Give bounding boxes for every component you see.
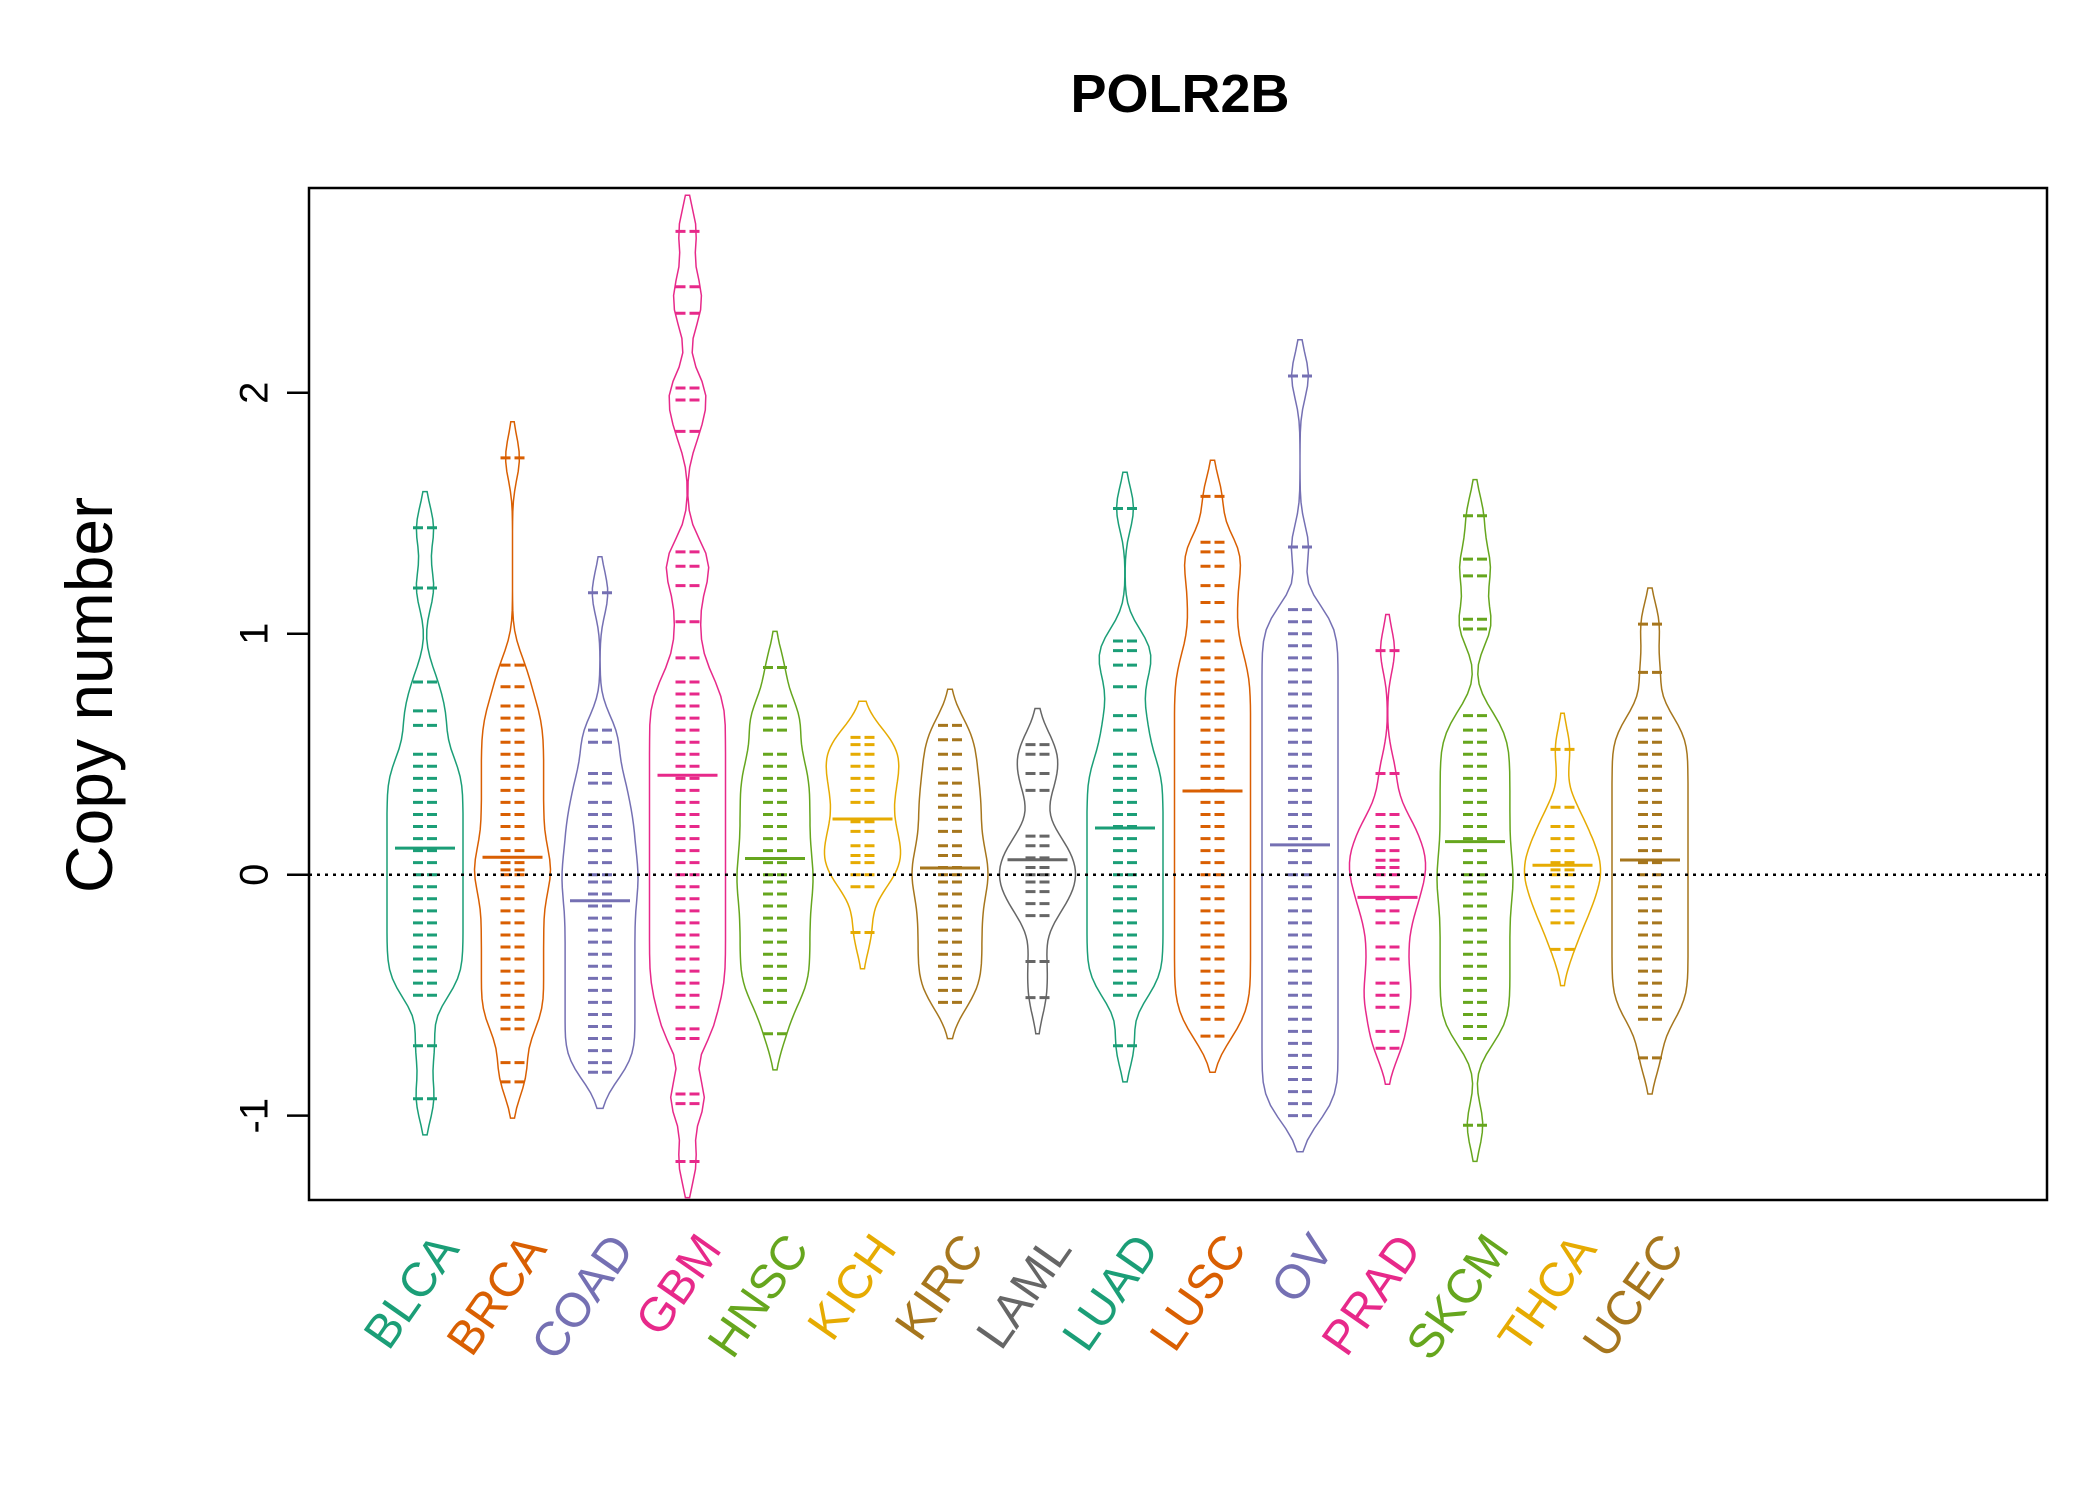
bean-prad [1348, 613, 1427, 1086]
bean-luad [1086, 471, 1164, 1083]
bean-lusc [1173, 459, 1252, 1074]
y-tick-label: 2 [233, 382, 277, 404]
bean-outline [1173, 459, 1252, 1074]
bean-outline [1436, 478, 1514, 1163]
bean-outline [561, 555, 639, 1110]
bean-outline [736, 630, 814, 1071]
y-axis-label: Copy number [52, 497, 126, 893]
bean-outline [386, 490, 464, 1136]
bean-coad [561, 555, 639, 1110]
bean-outline [1523, 712, 1602, 987]
x-tick-label: KICH [798, 1225, 907, 1349]
bean-gbm [648, 194, 727, 1199]
bean-outline [473, 420, 552, 1119]
bean-thca [1523, 712, 1602, 987]
plot-area: -1012BLCABRCACOADGBMHNSCKICHKIRCLAMLLUAD… [233, 186, 2049, 1369]
bean-outline [823, 700, 902, 970]
x-tick-label: LUSC [1140, 1225, 1257, 1360]
bean-outline [1348, 613, 1427, 1086]
bean-outline [648, 194, 727, 1199]
bean-outline [1261, 339, 1339, 1153]
bean-kirc [911, 688, 989, 1040]
bean-ucec [1611, 587, 1689, 1095]
x-tick-label: OV [1261, 1225, 1344, 1312]
bean-kich [823, 700, 902, 970]
y-tick-label: -1 [233, 1098, 277, 1134]
bean-outline [911, 688, 989, 1040]
bean-blca [386, 490, 464, 1136]
bean-brca [473, 420, 552, 1119]
x-tick-label: LUAD [1053, 1225, 1170, 1360]
plot-frame [307, 186, 2049, 1202]
bean-outline [1086, 471, 1164, 1083]
bean-laml [998, 707, 1077, 1035]
y-tick-label: 0 [233, 864, 277, 886]
bean-outline [998, 707, 1077, 1035]
bean-outline [1611, 587, 1689, 1095]
bean-ov [1261, 339, 1339, 1153]
y-tick-label: 1 [233, 623, 277, 645]
bean-skcm [1436, 478, 1514, 1163]
bean-hnsc [736, 630, 814, 1071]
chart-title: POLR2B [1070, 64, 1289, 124]
